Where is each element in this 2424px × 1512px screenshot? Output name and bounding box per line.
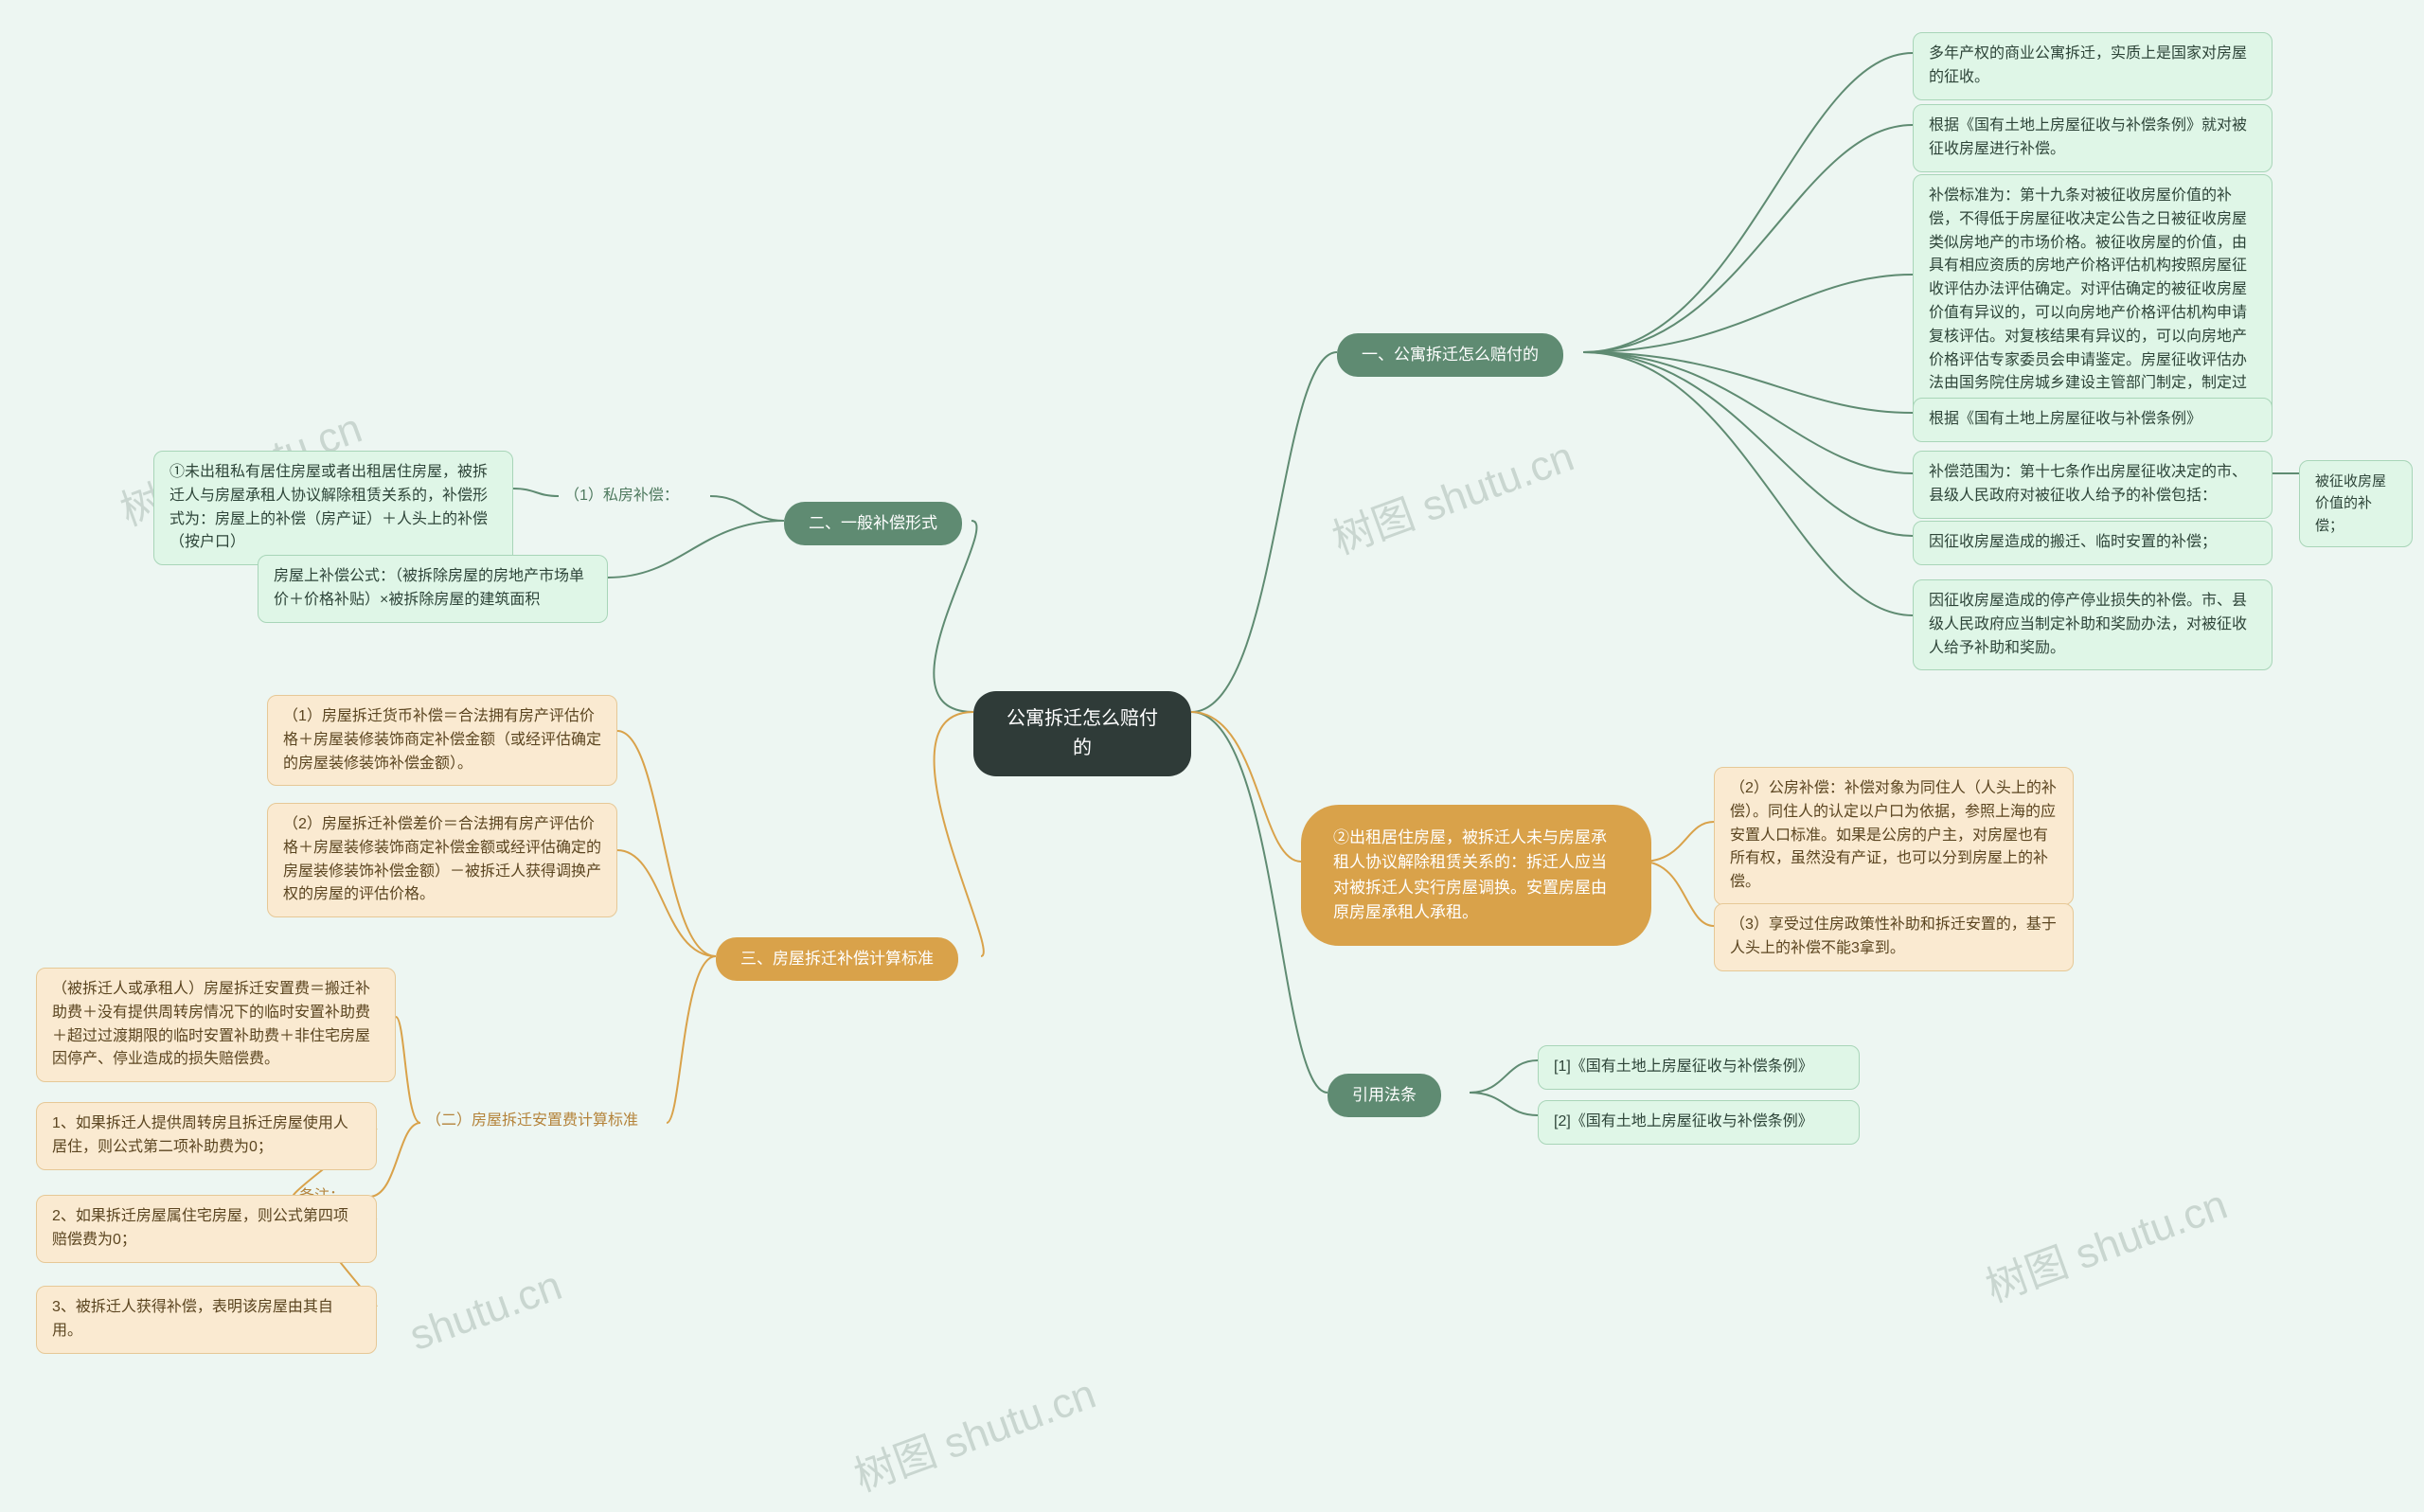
edge (396, 1017, 420, 1123)
branch-1-item-4: 补偿范围为：第十七条作出房屋征收决定的市、县级人民政府对被征收人给予的补偿包括： (1913, 451, 2272, 519)
branch-2-sub1-box: ①未出租私有居住房屋或者出租居住房屋，被拆迁人与房屋承租人协议解除租赁关系的，补… (153, 451, 513, 565)
edge (1191, 712, 1301, 862)
edge (1583, 352, 1913, 473)
branch-4-item-0: [1]《国有土地上房屋征收与补偿条例》 (1538, 1045, 1860, 1090)
branch-1-item-0: 多年产权的商业公寓拆迁，实质上是国家对房屋的征收。 (1913, 32, 2272, 100)
edge (710, 496, 784, 521)
edge (1642, 862, 1714, 926)
branch-3-remark-0: 1、如果拆迁人提供周转房且拆迁房屋使用人居住，则公式第二项补助费为0； (36, 1102, 377, 1170)
edge (667, 956, 716, 1123)
edge (1583, 352, 1913, 615)
edge (1642, 822, 1714, 862)
branch-1-item-1: 根据《国有土地上房屋征收与补偿条例》就对被征收房屋进行补偿。 (1913, 104, 2272, 172)
branch-1-item-2: 补偿标准为：第十九条对被征收房屋价值的补偿，不得低于房屋征收决定公告之日被征收房… (1913, 174, 2272, 430)
edge (617, 731, 716, 956)
branch-3-remark-2: 3、被拆迁人获得补偿，表明该房屋由其自用。 (36, 1286, 377, 1354)
edge (934, 521, 976, 712)
edge (1583, 125, 1913, 352)
branch-2-right-big: ②出租居住房屋，被拆迁人未与房屋承租人协议解除租赁关系的：拆迁人应当对被拆迁人实… (1301, 805, 1651, 946)
branch-3-title: 三、房屋拆迁补偿计算标准 (716, 937, 958, 981)
edge (1583, 53, 1913, 352)
edge (617, 850, 716, 956)
edge (1191, 352, 1337, 712)
watermark: 树图 shutu.cn (1976, 1170, 2234, 1313)
edge (1583, 352, 1913, 536)
watermark: 树图 shutu.cn (845, 1360, 1102, 1503)
edge (369, 1123, 420, 1197)
branch-1-title: 一、公寓拆迁怎么赔付的 (1337, 333, 1563, 377)
branch-2-right-2: （3）享受过住房政策性补助和拆迁安置的，基于人头上的补偿不能3拿到。 (1714, 903, 2074, 971)
branch-1-item-5: 因征收房屋造成的搬迁、临时安置的补偿； (1913, 521, 2272, 565)
edge (1470, 1060, 1538, 1093)
branch-2-sub2-box: 房屋上补偿公式：（被拆除房屋的房地产市场单价＋价格补贴）×被拆除房屋的建筑面积 (258, 555, 608, 623)
branch-4-title: 引用法条 (1328, 1074, 1441, 1117)
branch-3-item-1: （2）房屋拆迁补偿差价＝合法拥有房产评估价格＋房屋装修装饰商定补偿金额或经评估确… (267, 803, 617, 917)
branch-1-item-3: 根据《国有土地上房屋征收与补偿条例》 (1913, 398, 2272, 442)
branch-2-right-1: （2）公房补偿：补偿对象为同住人（人头上的补偿）。同住人的认定以户口为依据，参照… (1714, 767, 2074, 905)
branch-3-sub-label: （二）房屋拆迁安置费计算标准 (420, 1106, 644, 1137)
branch-3-remark-1: 2、如果拆迁房屋属住宅房屋，则公式第四项赔偿费为0； (36, 1195, 377, 1263)
branch-4-item-1: [2]《国有土地上房屋征收与补偿条例》 (1538, 1100, 1860, 1145)
edge (1583, 275, 1913, 352)
watermark: 树图 shutu.cn (1323, 422, 1580, 565)
branch-1-item-6: 因征收房屋造成的停产停业损失的补偿。市、县级人民政府应当制定补助和奖励办法，对被… (1913, 579, 2272, 670)
branch-3-item-0: （1）房屋拆迁货币补偿＝合法拥有房产评估价格＋房屋装修装饰商定补偿金额（或经评估… (267, 695, 617, 786)
edge (608, 521, 784, 578)
root-node: 公寓拆迁怎么赔付的 (973, 691, 1191, 776)
watermark: shutu.cn (403, 1262, 567, 1361)
branch-2-title: 二、一般补偿形式 (784, 502, 962, 545)
branch-1-item-4-sub: 被征收房屋价值的补偿； (2299, 460, 2413, 547)
edge (1583, 352, 1913, 413)
branch-2-sub1-label: （1）私房补偿： (559, 481, 685, 512)
branch-3-sub-first: （被拆迁人或承租人）房屋拆迁安置费＝搬迁补助费＋没有提供周转房情况下的临时安置补… (36, 968, 396, 1082)
edge (1470, 1093, 1538, 1115)
edge (513, 489, 559, 496)
